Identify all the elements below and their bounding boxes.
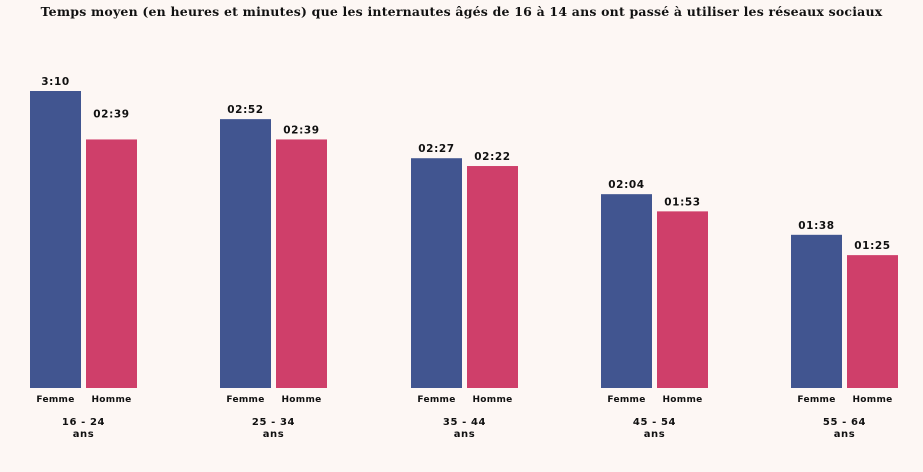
bar-femme-5 [791,234,842,388]
value-label-homme-4: 01:53 [664,196,700,208]
value-label-homme-5: 01:25 [854,240,890,252]
age-group-unit-4: ans [644,429,666,440]
bar-femme-1 [30,91,81,388]
bar-homme-3 [467,166,518,388]
age-group-label-5: 55 - 64 [823,417,866,428]
age-group-unit-3: ans [454,429,476,440]
gender-label-femme-5: Femme [797,395,835,405]
gender-label-homme-3: Homme [472,395,512,405]
value-label-homme-1: 02:39 [93,108,129,120]
bar-femme-4 [601,194,652,388]
bar-homme-1 [86,139,137,388]
gender-label-femme-1: Femme [36,395,74,405]
age-group-unit-5: ans [834,429,856,440]
value-label-femme-5: 01:38 [798,220,834,232]
age-group-unit-1: ans [73,429,95,440]
value-label-homme-2: 02:39 [283,124,319,136]
gender-label-homme-1: Homme [91,395,131,405]
age-group-label-3: 35 - 44 [443,417,486,428]
bar-homme-4 [657,211,708,388]
age-group-label-4: 45 - 54 [633,417,676,428]
gender-label-femme-4: Femme [607,395,645,405]
value-label-femme-1: 3:10 [41,76,70,88]
bar-femme-2 [220,119,271,388]
gender-label-homme-2: Homme [281,395,321,405]
chart-title: Temps moyen (en heures et minutes) que l… [40,4,883,19]
gender-label-femme-3: Femme [417,395,455,405]
value-label-homme-3: 02:22 [474,151,510,163]
age-group-unit-2: ans [263,429,285,440]
gender-label-homme-4: Homme [662,395,702,405]
value-label-femme-3: 02:27 [418,143,454,155]
age-group-label-2: 25 - 34 [252,417,295,428]
gender-label-femme-2: Femme [226,395,264,405]
bar-homme-5 [847,255,898,388]
bar-homme-2 [276,139,327,388]
bar-femme-3 [411,158,462,388]
gender-label-homme-5: Homme [852,395,892,405]
value-label-femme-2: 02:52 [227,104,263,116]
value-label-femme-4: 02:04 [608,179,644,191]
age-group-label-1: 16 - 24 [62,417,105,428]
